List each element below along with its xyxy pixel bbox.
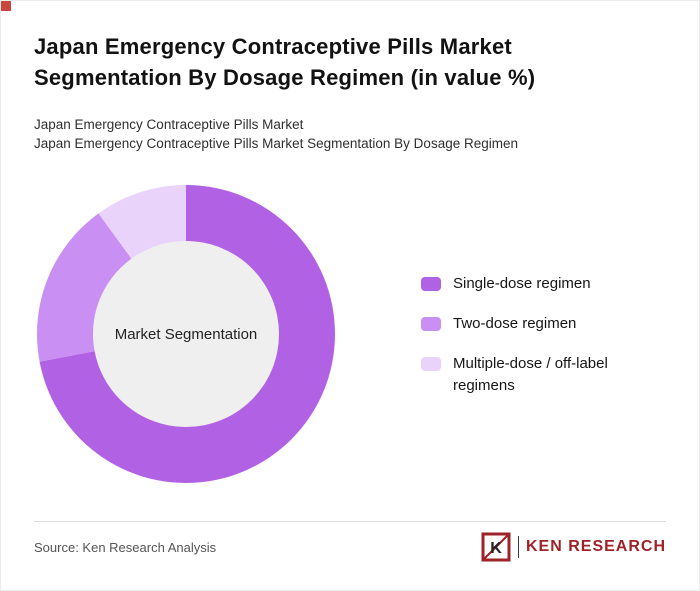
ken-research-logo: K KEN RESEARCH <box>481 532 666 562</box>
legend-swatch <box>421 357 441 371</box>
logo-text: KEN RESEARCH <box>525 538 666 555</box>
chart-legend: Single-dose regimen Two-dose regimen Mul… <box>421 273 659 397</box>
title-line-1: Japan Emergency Contraceptive Pills Mark… <box>34 34 512 59</box>
legend-label: Two-dose regimen <box>453 315 577 332</box>
donut-center: Market Segmentation <box>93 241 279 427</box>
legend-label: Multiple-dose / off-label regimens <box>453 355 608 394</box>
donut-chart: Market Segmentation <box>37 185 335 483</box>
title-line-2: Segmentation By Dosage Regimen (in value… <box>34 65 536 90</box>
legend-swatch <box>421 277 441 291</box>
subtitle-line-1: Japan Emergency Contraceptive Pills Mark… <box>34 117 304 132</box>
brand-corner-accent <box>1 1 11 11</box>
subtitle-line-2: Japan Emergency Contraceptive Pills Mark… <box>34 136 518 151</box>
legend-item: Two-dose regimen <box>421 313 659 335</box>
footer: Source: Ken Research Analysis K KEN RESE… <box>34 521 666 562</box>
legend-swatch <box>421 317 441 331</box>
legend-item: Multiple-dose / off-label regimens <box>421 353 659 397</box>
legend-label: Single-dose regimen <box>453 275 591 292</box>
logo-letter: K <box>490 540 502 557</box>
page-title: Japan Emergency Contraceptive Pills Mark… <box>34 31 654 93</box>
ken-research-logo-mark: K <box>481 532 511 562</box>
legend-item: Single-dose regimen <box>421 273 659 295</box>
logo-separator <box>517 536 519 558</box>
donut-center-label: Market Segmentation <box>114 325 258 343</box>
source-text: Source: Ken Research Analysis <box>34 539 217 555</box>
subtitle: Japan Emergency Contraceptive Pills Mark… <box>34 115 674 153</box>
